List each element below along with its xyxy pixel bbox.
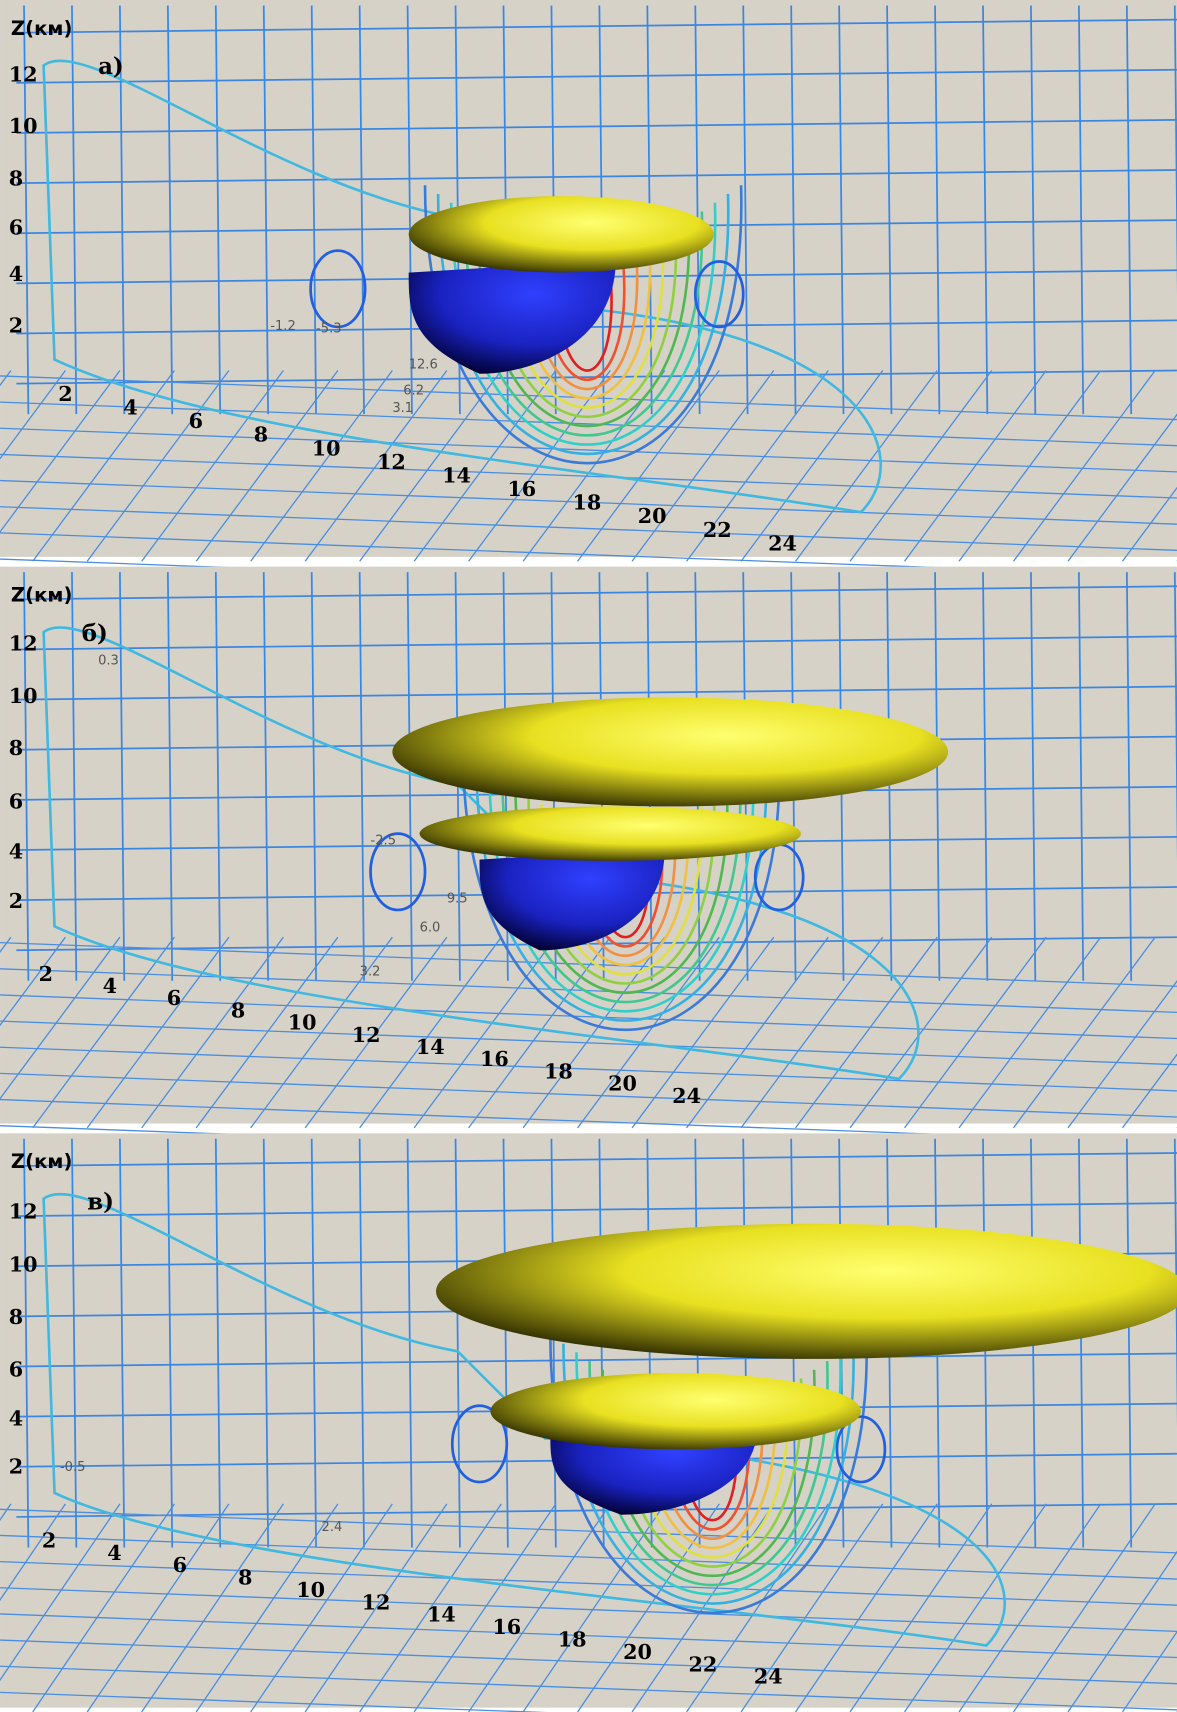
panel: Z(км)в)1210864224681012141618202224-0.52… [0, 1133, 1177, 1712]
x-tick-label: 8 [254, 423, 268, 447]
x-tick-label: 6 [167, 986, 181, 1010]
z-tick-label: 12 [9, 1199, 38, 1223]
x-tick-label: 24 [768, 531, 797, 555]
z-tick-label: 8 [9, 166, 23, 190]
x-tick-label: 6 [173, 1553, 187, 1577]
z-tick-label: 6 [9, 790, 23, 814]
panel-label: в) [87, 1190, 114, 1216]
x-tick-label: 14 [416, 1035, 445, 1059]
contour-label: 9.5 [447, 891, 468, 906]
contour-label: -2.5 [371, 834, 397, 849]
contour-label: 2.4 [322, 1520, 343, 1535]
x-tick-label: 18 [544, 1059, 573, 1083]
panel-label: б) [82, 621, 108, 647]
contour-label: -1.2 [270, 319, 296, 334]
yellow-isosurface [490, 1373, 861, 1449]
z-tick-label: 8 [9, 736, 23, 760]
x-tick-label: 2 [42, 1528, 56, 1552]
z-tick-label: 2 [9, 889, 23, 913]
z-tick-label: 10 [9, 684, 38, 708]
x-tick-label: 22 [703, 518, 732, 542]
z-tick-label: 8 [9, 1305, 23, 1329]
z-axis-label: Z(км) [11, 1150, 72, 1173]
z-tick-label: 12 [9, 632, 38, 656]
z-tick-label: 6 [9, 215, 23, 239]
contour-label: -5.3 [316, 321, 342, 336]
contour-label: 0.3 [98, 654, 119, 669]
contour-label: 12.6 [409, 357, 438, 372]
yellow-isosurface [436, 1224, 1177, 1359]
figure: Z(км)а)1210864224681012141618202224-1.2-… [0, 0, 1177, 1712]
panel: Z(км)б)12108642246810121416182024-2.59.5… [0, 567, 1177, 1170]
z-tick-label: 2 [9, 1454, 23, 1478]
x-tick-label: 10 [296, 1578, 325, 1602]
x-tick-label: 24 [754, 1665, 783, 1689]
yellow-isosurface [420, 806, 801, 860]
x-tick-label: 12 [362, 1590, 391, 1614]
z-tick-label: 10 [9, 114, 38, 138]
x-tick-label: 12 [352, 1023, 381, 1047]
contour-label: 6.2 [403, 383, 424, 398]
x-tick-label: 10 [288, 1011, 317, 1035]
x-tick-label: 14 [442, 463, 471, 487]
x-tick-label: 12 [377, 450, 406, 474]
x-tick-label: 2 [39, 962, 53, 986]
z-tick-label: 10 [9, 1253, 38, 1277]
x-tick-label: 16 [507, 477, 536, 501]
x-tick-label: 18 [573, 491, 602, 515]
x-tick-label: 18 [558, 1628, 587, 1652]
contour-label: 3.1 [392, 401, 413, 416]
x-tick-label: 20 [608, 1072, 637, 1096]
contour-label: 6.0 [420, 921, 441, 936]
z-tick-label: 2 [9, 313, 23, 337]
x-tick-label: 16 [492, 1615, 521, 1639]
x-tick-label: 20 [623, 1640, 652, 1664]
panel: Z(км)а)1210864224681012141618202224-1.2-… [0, 0, 1177, 603]
x-tick-label: 20 [638, 504, 667, 528]
x-tick-label: 2 [58, 382, 72, 406]
contour-label: 3.2 [360, 964, 381, 979]
z-tick-label: 4 [9, 1406, 23, 1430]
x-tick-label: 8 [231, 998, 245, 1022]
z-axis-label: Z(км) [11, 584, 72, 607]
x-tick-label: 4 [107, 1541, 121, 1565]
x-tick-label: 6 [189, 409, 203, 433]
z-tick-label: 12 [9, 63, 38, 87]
x-tick-label: 4 [103, 974, 117, 998]
yellow-isosurface [392, 697, 948, 806]
z-tick-label: 4 [9, 262, 23, 286]
x-tick-label: 10 [312, 436, 341, 460]
yellow-isosurface [409, 196, 714, 272]
x-tick-label: 24 [672, 1084, 701, 1108]
x-tick-label: 22 [689, 1652, 718, 1676]
z-tick-label: 6 [9, 1357, 23, 1381]
x-tick-label: 8 [238, 1566, 252, 1590]
z-tick-label: 4 [9, 840, 23, 864]
contour-label: -0.5 [60, 1460, 86, 1475]
z-axis-label: Z(км) [11, 17, 72, 40]
x-tick-label: 4 [123, 396, 137, 420]
panel-label: а) [98, 54, 124, 80]
x-tick-label: 14 [427, 1603, 456, 1627]
x-tick-label: 16 [480, 1047, 509, 1071]
